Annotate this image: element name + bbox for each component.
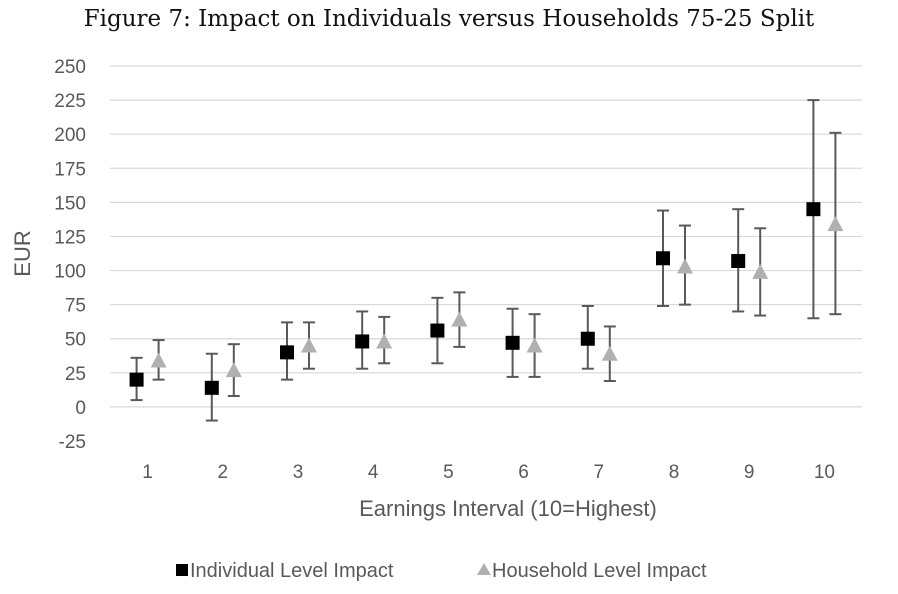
legend-label: Individual Level Impact <box>190 560 394 582</box>
y-tick-label: 50 <box>65 330 86 351</box>
data-points <box>129 202 844 395</box>
individual-point <box>731 254 746 268</box>
y-tick-label: 225 <box>54 91 86 112</box>
individual-point <box>355 334 370 349</box>
y-tick-label: 250 <box>54 57 86 78</box>
legend-triangle-icon <box>477 563 491 575</box>
chart-title: Figure 7: Impact on Individuals versus H… <box>83 6 815 32</box>
y-tick-label: 100 <box>54 262 86 283</box>
household-point <box>451 311 468 327</box>
household-point <box>526 337 543 353</box>
household-point <box>677 258 693 274</box>
individual-point <box>656 251 670 266</box>
y-tick-label: -25 <box>59 432 86 453</box>
legend-label: Household Level Impact <box>492 560 707 582</box>
y-tick-label: 75 <box>65 296 86 317</box>
x-tick-label: 8 <box>669 462 680 483</box>
household-point <box>301 337 317 353</box>
household-point <box>827 216 844 232</box>
individual-point <box>505 335 520 350</box>
household-point <box>752 263 769 279</box>
x-tick-label: 7 <box>594 462 605 483</box>
x-axis-label: Earnings Interval (10=Highest) <box>359 496 657 521</box>
household-point <box>376 333 393 349</box>
y-tick-labels: -25 0 25 50 75 100 125 150 175 200 225 250 <box>54 57 86 453</box>
legend: Individual Level Impact Household Level I… <box>176 560 707 582</box>
individual-point <box>280 345 294 360</box>
y-tick-label: 25 <box>65 364 86 385</box>
y-tick-label: 175 <box>54 159 86 180</box>
x-tick-label: 3 <box>293 462 304 483</box>
household-point <box>150 352 167 368</box>
x-tick-label: 9 <box>744 462 755 483</box>
individual-point <box>806 202 821 217</box>
x-tick-label: 2 <box>218 462 229 483</box>
y-tick-label: 200 <box>54 125 86 146</box>
x-tick-label: 1 <box>142 462 153 483</box>
x-tick-label: 6 <box>518 462 529 483</box>
individual-point <box>204 380 219 395</box>
y-tick-label: 150 <box>54 193 86 214</box>
household-point <box>601 345 618 361</box>
individual-point <box>129 372 144 387</box>
gridlines <box>110 65 862 408</box>
y-axis-label: EUR <box>10 230 35 276</box>
legend-square-icon <box>176 564 188 576</box>
y-tick-label: 125 <box>54 227 86 248</box>
x-tick-label: 10 <box>814 462 835 483</box>
individual-point <box>430 323 445 338</box>
x-tick-label: 4 <box>368 462 379 483</box>
x-tick-label: 5 <box>443 462 454 483</box>
y-tick-label: 0 <box>75 398 86 419</box>
x-tick-labels: 1 2 3 4 5 6 7 8 9 10 <box>142 462 835 483</box>
individual-point <box>580 331 595 346</box>
household-point <box>225 362 242 378</box>
